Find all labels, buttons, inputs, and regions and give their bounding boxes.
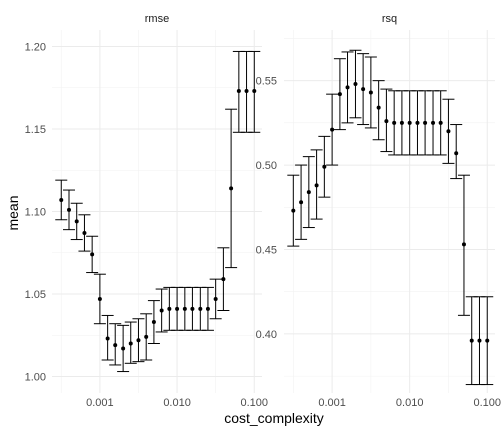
data-point (384, 119, 389, 124)
y-axis-title: mean (5, 195, 21, 230)
x-tick-label: 0.010 (396, 397, 424, 409)
data-point (291, 208, 296, 213)
y-tick-label: 0.40 (256, 329, 277, 341)
data-point (399, 120, 404, 125)
data-point (144, 334, 149, 339)
x-tick-label: 0.001 (318, 397, 346, 409)
data-point (322, 164, 327, 169)
data-point (469, 338, 474, 343)
data-point (415, 120, 420, 125)
data-point (97, 296, 102, 301)
y-tick-label: 0.50 (256, 160, 277, 172)
data-point (229, 186, 234, 191)
facet-title: rmse (145, 13, 169, 25)
data-point (407, 120, 412, 125)
data-point (314, 183, 319, 188)
y-tick-label: 0.45 (256, 244, 277, 256)
y-tick-label: 1.05 (25, 289, 46, 301)
y-tick-label: 1.00 (25, 372, 46, 384)
data-point (361, 87, 366, 92)
data-point (82, 230, 87, 235)
data-point (74, 219, 79, 224)
y-tick-label: 0.55 (256, 76, 277, 88)
data-point (461, 242, 466, 247)
data-point (376, 105, 381, 110)
data-point (151, 320, 156, 325)
data-point (392, 120, 397, 125)
x-tick-label: 0.010 (163, 397, 191, 409)
data-point (236, 89, 241, 94)
data-point (330, 127, 335, 132)
y-tick-label: 1.10 (25, 207, 46, 219)
data-point (90, 252, 95, 257)
data-point (252, 89, 257, 94)
data-point (337, 92, 342, 97)
x-tick-label: 0.100 (473, 397, 501, 409)
data-point (105, 336, 110, 341)
data-point (306, 190, 311, 195)
data-point (159, 308, 164, 313)
data-point (299, 200, 304, 205)
data-point (454, 151, 459, 156)
data-point (423, 120, 428, 125)
data-point (477, 338, 482, 343)
data-point (113, 343, 118, 348)
data-point (244, 89, 249, 94)
data-point (198, 306, 203, 311)
x-tick-label: 0.100 (241, 397, 269, 409)
y-tick-label: 1.20 (25, 42, 46, 54)
data-point (213, 296, 218, 301)
data-point (345, 85, 350, 90)
data-point (368, 90, 373, 95)
data-point (167, 306, 172, 311)
data-point (431, 120, 436, 125)
data-point (121, 346, 126, 351)
facet-panel-rsq: 0.40 0.45 0.50 0.55 0.001 0.010 0.100 rsq (256, 13, 501, 409)
data-point (485, 338, 490, 343)
y-tick-label: 1.15 (25, 124, 46, 136)
data-point (59, 197, 64, 202)
data-point (136, 338, 141, 343)
data-point (353, 82, 358, 87)
data-point (190, 306, 195, 311)
data-point (66, 207, 71, 212)
data-point (446, 129, 451, 134)
data-point (175, 306, 180, 311)
facet-panel-rmse: 1.00 1.05 1.10 1.15 1.20 0.001 0.010 0.100 rmse (25, 13, 268, 409)
x-axis-title: cost_complexity (224, 410, 324, 426)
data-point (438, 120, 443, 125)
facet-title: rsq (382, 13, 397, 25)
x-tick-label: 0.001 (86, 397, 114, 409)
data-point (182, 306, 187, 311)
data-point (128, 341, 133, 346)
data-point (205, 306, 210, 311)
data-point (221, 277, 226, 282)
